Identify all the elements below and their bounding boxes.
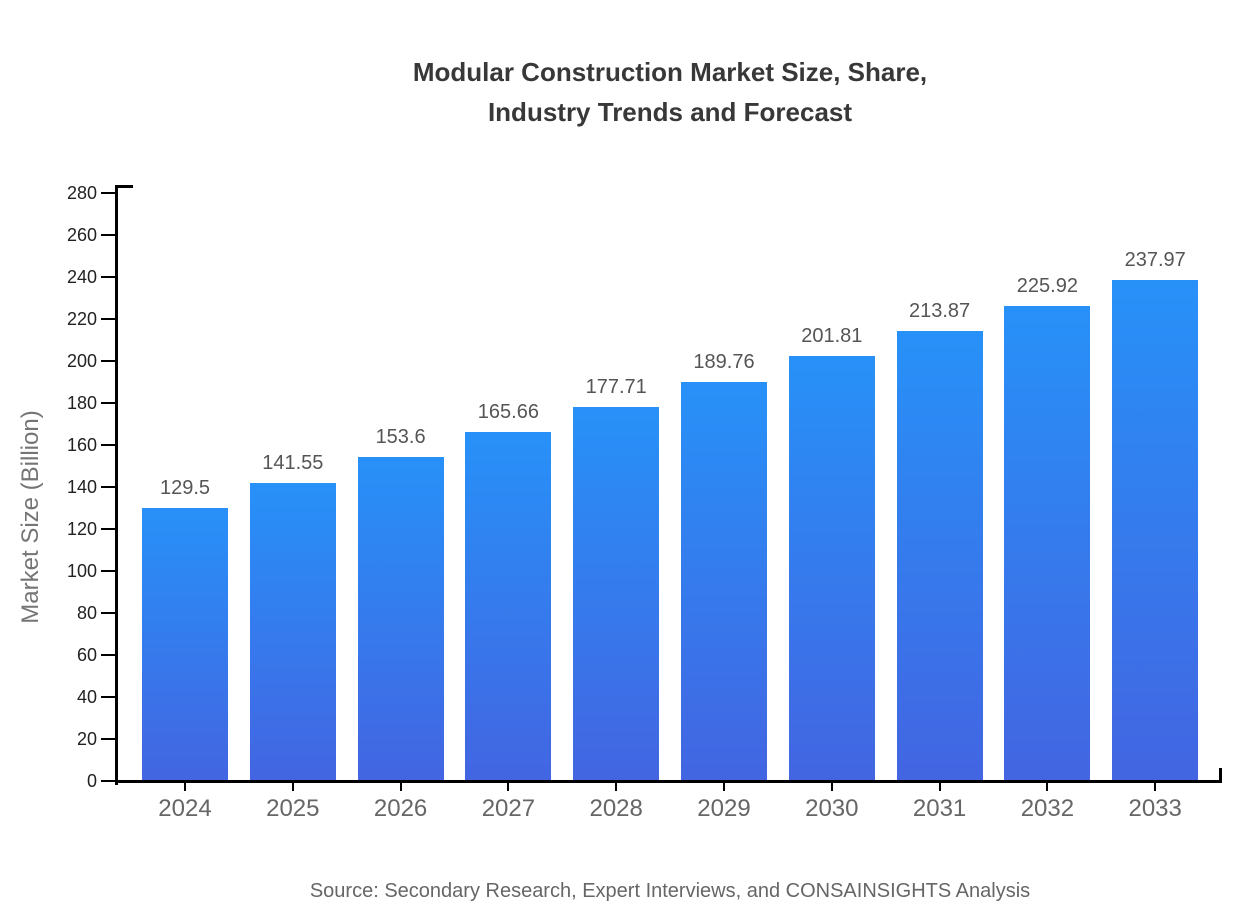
y-tick-label: 240 bbox=[66, 267, 97, 287]
bar-value-label: 141.55 bbox=[262, 451, 324, 474]
x-axis-line bbox=[115, 780, 1222, 783]
bar-value-label: 189.76 bbox=[693, 350, 755, 373]
x-tick bbox=[399, 783, 402, 791]
x-tick bbox=[830, 783, 833, 791]
y-tick bbox=[101, 192, 115, 194]
x-tick-label: 2027 bbox=[481, 795, 536, 822]
source-caption: Source: Secondary Research, Expert Inter… bbox=[309, 880, 1031, 902]
x-tick-label: 2025 bbox=[266, 795, 320, 822]
bar-2025[interactable] bbox=[249, 482, 336, 780]
y-tick bbox=[101, 654, 115, 656]
bar-value-label: 153.6 bbox=[375, 426, 426, 449]
y-tick bbox=[101, 360, 115, 362]
bar-value-label: 165.66 bbox=[477, 401, 539, 424]
bar-2024[interactable] bbox=[142, 508, 228, 780]
bar-value-label: 225.92 bbox=[1016, 274, 1078, 297]
chart-title-line1: Modular Construction Market Size, Share, bbox=[412, 57, 928, 87]
y-tick bbox=[101, 486, 115, 488]
bar-2028[interactable] bbox=[573, 406, 660, 780]
y-tick bbox=[101, 696, 115, 698]
y-tick-label: 200 bbox=[66, 351, 97, 371]
x-tick-label: 2028 bbox=[589, 795, 643, 822]
y-tick-label: 100 bbox=[66, 561, 97, 581]
y-tick-label: 140 bbox=[66, 477, 97, 497]
x-tick bbox=[938, 783, 941, 791]
y-tick bbox=[101, 402, 115, 404]
x-tick-label: 2032 bbox=[1020, 795, 1075, 822]
y-tick bbox=[101, 570, 115, 572]
bar-2026[interactable] bbox=[357, 457, 444, 780]
y-tick-label: 20 bbox=[76, 729, 97, 749]
bar-2027[interactable] bbox=[465, 432, 552, 780]
x-tick bbox=[1046, 783, 1049, 791]
y-tick-label: 80 bbox=[76, 603, 97, 623]
x-tick-label: 2033 bbox=[1128, 795, 1182, 822]
y-tick bbox=[101, 780, 115, 782]
y-axis-top-cap bbox=[115, 185, 133, 188]
x-tick bbox=[1154, 783, 1157, 791]
bar-2031[interactable] bbox=[896, 330, 983, 780]
bar-value-label: 237.97 bbox=[1124, 249, 1186, 272]
y-tick bbox=[101, 234, 115, 236]
y-tick-label: 0 bbox=[86, 771, 97, 791]
y-tick bbox=[101, 738, 115, 740]
x-tick-label: 2026 bbox=[373, 795, 428, 822]
y-tick bbox=[101, 318, 115, 320]
bar-value-label: 201.81 bbox=[801, 325, 863, 348]
bar-value-label: 177.71 bbox=[585, 375, 647, 398]
x-tick bbox=[291, 783, 294, 791]
x-tick-label: 2029 bbox=[697, 795, 751, 822]
y-tick-label: 280 bbox=[66, 183, 97, 203]
y-tick-label: 40 bbox=[76, 687, 97, 707]
x-tick-label: 2030 bbox=[805, 795, 859, 822]
chart-title: Modular Construction Market Size, Share,… bbox=[118, 52, 1222, 132]
x-tick-label: 2031 bbox=[912, 795, 967, 822]
x-tick bbox=[723, 783, 725, 791]
y-tick-label: 120 bbox=[66, 519, 97, 539]
y-tick bbox=[101, 528, 115, 530]
y-tick-label: 260 bbox=[66, 225, 97, 245]
y-tick-label: 220 bbox=[66, 309, 97, 329]
bar-2033[interactable] bbox=[1112, 280, 1199, 780]
bar-2030[interactable] bbox=[788, 356, 875, 780]
x-tick bbox=[184, 783, 186, 791]
bar-2029[interactable] bbox=[681, 381, 767, 780]
x-tick-label: 2024 bbox=[158, 795, 212, 822]
bar-value-label: 129.5 bbox=[159, 477, 211, 500]
y-tick bbox=[101, 444, 115, 446]
y-tick-label: 160 bbox=[66, 435, 97, 455]
y-tick-label: 180 bbox=[66, 393, 97, 413]
y-axis-line bbox=[115, 185, 118, 785]
bar-value-label: 213.87 bbox=[909, 299, 971, 322]
x-tick bbox=[507, 783, 510, 791]
y-tick bbox=[101, 276, 115, 278]
y-tick bbox=[101, 612, 115, 614]
bar-2032[interactable] bbox=[1004, 305, 1091, 780]
x-axis-end-cap bbox=[1219, 768, 1222, 783]
x-tick bbox=[615, 783, 618, 791]
chart-title-line2: Industry Trends and Forecast bbox=[487, 97, 853, 127]
y-tick-label: 60 bbox=[76, 645, 97, 665]
